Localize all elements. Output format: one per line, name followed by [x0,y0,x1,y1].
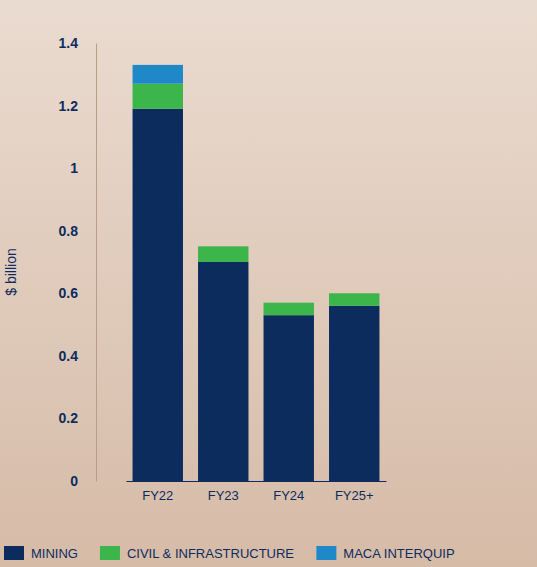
x-tick: FY23 [208,481,239,503]
series [133,65,183,84]
bar [329,293,379,294]
y-axis-title: $ billion [3,248,19,295]
y-tick: 0.4 [59,348,96,364]
y-tick: 0.6 [59,285,96,301]
y-tick-label: 0.6 [59,285,79,301]
bar [264,303,314,316]
x-axis-line [127,481,387,482]
y-tick: 0.8 [59,223,96,239]
x-tick-label: FY23 [208,488,239,503]
legend-swatch [316,546,336,560]
y-tick: 0.2 [59,410,96,426]
y-tick-label: 0.4 [59,348,79,364]
legend-label: CIVIL & INFRASTRUCTURE [127,546,294,561]
legend-swatch [4,546,24,560]
bar [264,315,314,481]
bar [198,246,248,247]
bar [329,306,379,481]
legend-swatch [100,546,120,560]
legend-item: CIVIL & INFRASTRUCTURE [100,546,294,561]
bar [329,293,379,306]
bar [133,109,183,481]
bar [198,262,248,481]
y-tick-label: 1.4 [59,35,79,51]
bar [133,84,183,109]
legend-label: MACA INTERQUIP [343,546,454,561]
bar [264,302,314,303]
chart: 0 0.2 0.4 0.6 0.8 1 1.2 1.4 FY22 FY23 FY24 FY25+ $ b… [0,0,537,567]
x-tick-label: FY24 [273,488,304,503]
y-tick-label: 0.8 [59,223,79,239]
x-axis: FY22 FY23 FY24 FY25+ [127,481,387,503]
legend-item: MACA INTERQUIP [316,546,454,561]
y-tick-label: 1.2 [59,98,79,114]
legend: MINING CIVIL & INFRASTRUCTURE MACA INTERQU… [4,546,455,561]
background [0,0,537,567]
y-tick: 0 [70,473,96,489]
legend-label: MINING [31,546,78,561]
y-tick-label: 1 [70,160,78,176]
y-tick-label: 0.2 [59,410,79,426]
y-axis-line [96,44,97,482]
x-tick: FY22 [142,481,173,503]
x-tick: FY24 [273,481,304,503]
series [133,84,380,316]
bars [133,65,380,481]
y-tick: 1.4 [59,35,96,51]
bar [198,246,248,262]
y-axis: 0 0.2 0.4 0.6 0.8 1 1.2 1.4 [59,35,97,489]
legend-item: MINING [4,546,78,561]
x-tick-label: FY25+ [335,488,374,503]
series [133,109,380,481]
x-tick: FY25+ [335,481,374,503]
y-tick-label: 0 [70,473,78,489]
bar [133,65,183,84]
y-tick: 1 [70,160,96,176]
x-tick-label: FY22 [142,488,173,503]
y-tick: 1.2 [59,98,96,114]
